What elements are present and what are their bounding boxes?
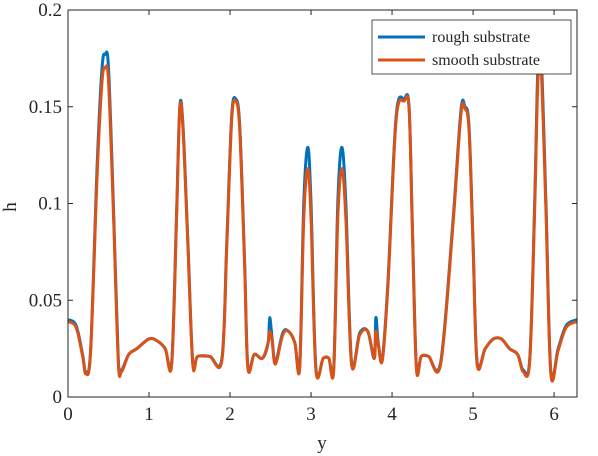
series-line-smooth-substrate <box>67 55 578 383</box>
y-tick-label-4: 0.2 <box>38 0 62 21</box>
x-tick-label-0: 0 <box>63 404 73 425</box>
y-tick-label-1: 0.05 <box>29 290 62 311</box>
series-layer <box>67 40 578 383</box>
legend-box <box>371 19 572 75</box>
x-axis: 0 1 2 3 4 5 6 <box>63 10 559 425</box>
x-tick-label-3: 3 <box>306 404 316 425</box>
x-tick-label-2: 2 <box>225 404 235 425</box>
legend: rough substrate smooth substrate <box>371 19 572 75</box>
legend-label-smooth-substrate: smooth substrate <box>432 52 540 69</box>
x-tick-label-5: 5 <box>468 404 478 425</box>
x-tick-label-4: 4 <box>387 404 397 425</box>
y-tick-label-2: 0.1 <box>38 194 62 215</box>
y-tick-label-0: 0 <box>53 387 63 408</box>
plot-area <box>67 40 578 383</box>
y-axis: 0 0.05 0.1 0.15 0.2 <box>29 0 577 408</box>
x-tick-label-1: 1 <box>144 404 154 425</box>
y-tick-label-3: 0.15 <box>29 97 62 118</box>
y-axis-label: h <box>0 202 21 212</box>
series-line-rough-substrate <box>67 40 578 382</box>
x-tick-label-6: 6 <box>549 404 559 425</box>
legend-label-rough-substrate: rough substrate <box>432 29 530 46</box>
x-axis-label: y <box>317 433 327 454</box>
